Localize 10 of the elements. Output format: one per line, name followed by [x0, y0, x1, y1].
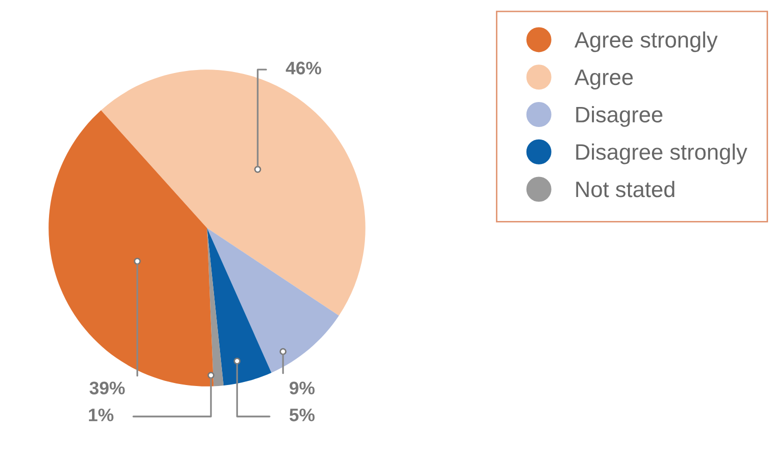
data-label: 9%	[290, 382, 315, 394]
data-label: 5%	[290, 408, 315, 422]
legend-label: Not stated	[576, 180, 674, 198]
legend-label: Disagree strongly	[576, 144, 748, 164]
data-label: 1%	[88, 408, 114, 422]
legend-label: Disagree	[576, 106, 662, 127]
legend-label: Agree	[574, 70, 633, 90]
data-label: 39%	[90, 382, 125, 394]
legend-label: Agree strongly	[574, 31, 718, 52]
data-label: 46%	[286, 62, 322, 74]
